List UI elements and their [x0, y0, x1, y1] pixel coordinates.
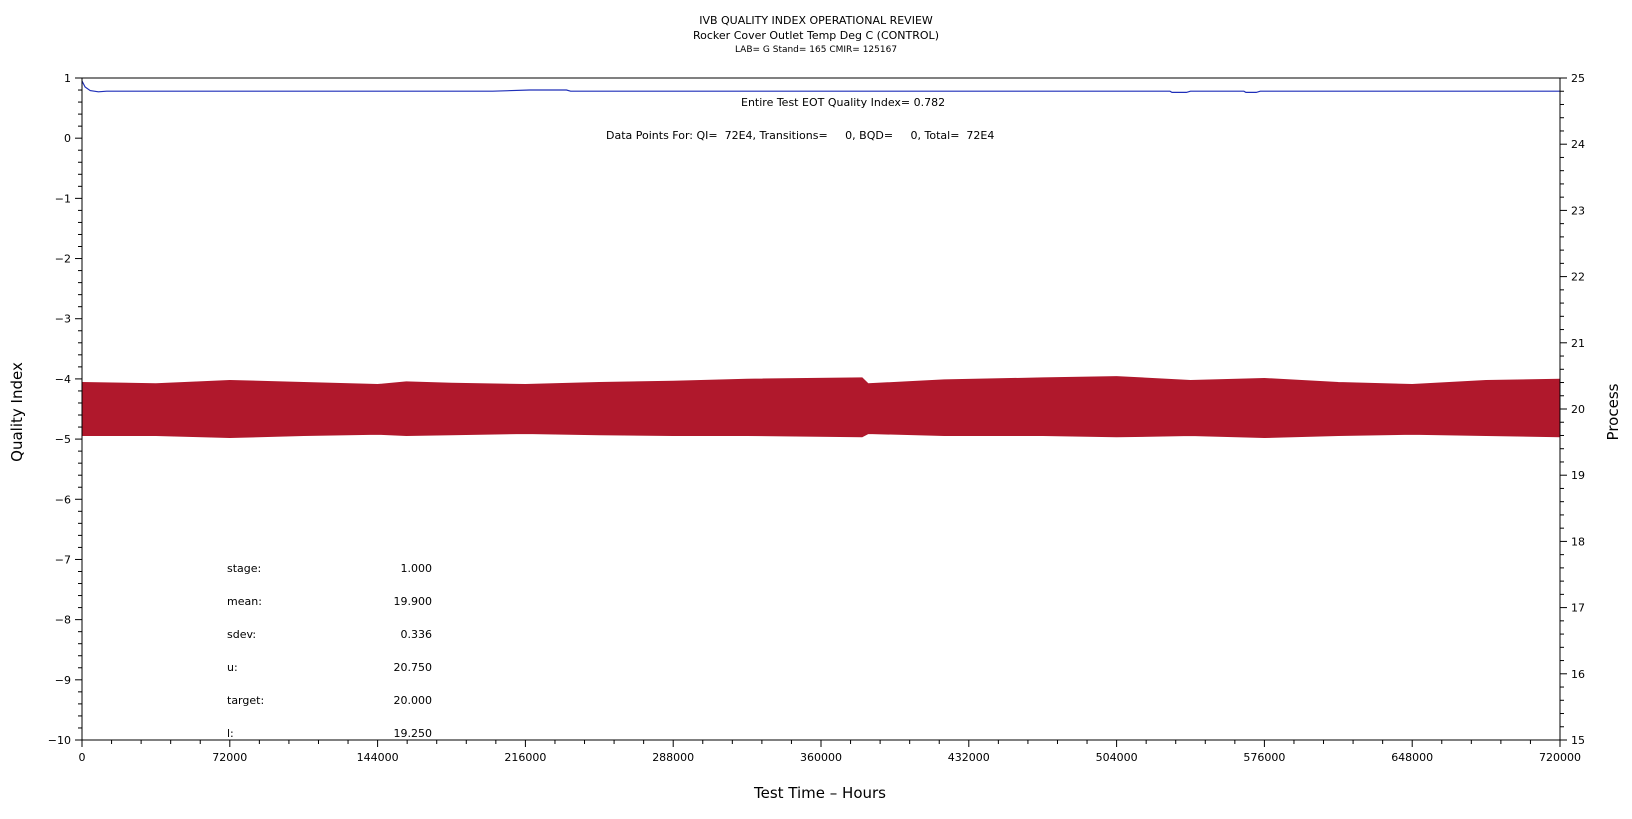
chart-subtitle-2: LAB= G Stand= 165 CMIR= 125167 [735, 45, 897, 55]
y-left-tick-label: 0 [64, 132, 71, 145]
x-tick-label: 144000 [357, 751, 399, 764]
x-tick-label: 0 [79, 751, 86, 764]
chart-title: IVB QUALITY INDEX OPERATIONAL REVIEW [699, 14, 933, 27]
y-left-tick-label: −9 [55, 674, 71, 687]
x-tick-label: 720000 [1539, 751, 1581, 764]
x-tick-label: 432000 [948, 751, 990, 764]
y-left-tick-label: −4 [55, 373, 71, 386]
stat-value: 20.750 [394, 661, 433, 674]
stat-value: 19.250 [394, 727, 433, 740]
y-left-tick-label: −10 [48, 734, 71, 747]
x-tick-label: 576000 [1243, 751, 1285, 764]
y-left-tick-label: −5 [55, 433, 71, 446]
x-tick-label: 504000 [1096, 751, 1138, 764]
y-left-tick-label: −2 [55, 253, 71, 266]
y-right-tick-label: 18 [1571, 535, 1585, 548]
stat-label: target: [227, 694, 264, 707]
y-right-tick-label: 24 [1571, 138, 1585, 151]
x-tick-label: 288000 [652, 751, 694, 764]
data-points-annotation: Data Points For: QI= 72E4, Transitions= … [606, 129, 994, 142]
axes: 0 72000 144000 216000 288000 360000 432000 5040… [48, 72, 1585, 764]
process-band [81, 376, 1561, 439]
stat-label: l: [227, 727, 234, 740]
y-left-tick-label: 1 [64, 72, 71, 85]
y-left-tick-label: −6 [55, 493, 71, 506]
x-tick-label: 360000 [800, 751, 842, 764]
stat-label: stage: [227, 562, 261, 575]
stat-value: 0.336 [401, 628, 433, 641]
y-right-tick-label: 15 [1571, 734, 1585, 747]
y-right-tick-label: 21 [1571, 337, 1585, 350]
stats-table: stage: 1.000 mean: 19.900 sdev: 0.336 u: 20.750… [227, 562, 432, 740]
chart-subtitle: Rocker Cover Outlet Temp Deg C (CONTROL) [693, 29, 939, 42]
y-right-tick-label: 17 [1571, 602, 1585, 615]
stat-value: 20.000 [394, 694, 433, 707]
stat-value: 1.000 [401, 562, 433, 575]
x-tick-label: 216000 [504, 751, 546, 764]
quality-index-annotation: Entire Test EOT Quality Index= 0.782 [741, 96, 945, 109]
x-tick-label: 648000 [1391, 751, 1433, 764]
y-left-tick-label: −3 [55, 313, 71, 326]
y-left-tick-label: −8 [55, 614, 71, 627]
y-axis-left-label: Quality Index [8, 362, 26, 462]
x-axis-label: Test Time – Hours [753, 784, 886, 802]
y-axis-right-label: Process [1604, 383, 1622, 440]
x-tick-label: 72000 [212, 751, 247, 764]
y-left-tick-label: −1 [55, 192, 71, 205]
stat-label: sdev: [227, 628, 256, 641]
y-right-tick-label: 16 [1571, 668, 1585, 681]
quality-index-line [81, 80, 1560, 94]
stat-label: mean: [227, 595, 262, 608]
y-left-tick-label: −7 [55, 553, 71, 566]
stat-value: 19.900 [394, 595, 433, 608]
y-right-tick-label: 23 [1571, 204, 1585, 217]
y-right-tick-label: 19 [1571, 469, 1585, 482]
y-right-tick-label: 22 [1571, 271, 1585, 284]
y-right-tick-label: 20 [1571, 403, 1585, 416]
stat-label: u: [227, 661, 238, 674]
y-right-tick-label: 25 [1571, 72, 1585, 85]
